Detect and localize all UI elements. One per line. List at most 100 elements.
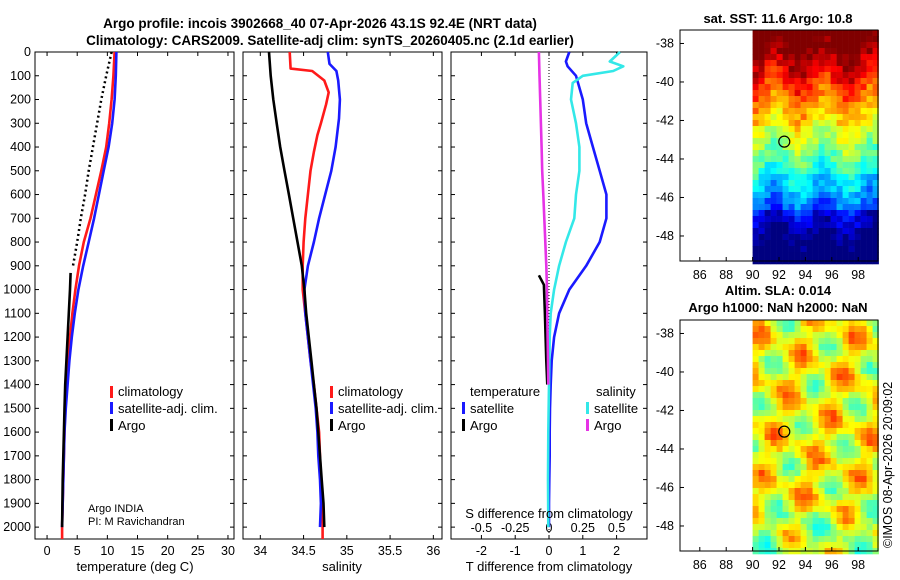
map-cell [794, 398, 801, 405]
map-cell [806, 362, 813, 369]
map-cell [818, 138, 825, 145]
map-cell [836, 416, 843, 423]
map-cell [794, 96, 801, 103]
map-cell [794, 42, 801, 49]
map-cell [782, 374, 789, 381]
map-cell [848, 204, 855, 211]
map-cell [794, 156, 801, 163]
map-cell [818, 398, 825, 405]
map-cell [782, 30, 789, 37]
map-cell [836, 216, 843, 223]
map-cell [776, 240, 783, 247]
map-cell [800, 42, 807, 49]
map-cell [806, 374, 813, 381]
map-cell [860, 234, 867, 241]
map-cell [812, 180, 819, 187]
map-cell [752, 338, 759, 345]
map-cell [770, 210, 777, 217]
map-cell [794, 446, 801, 453]
map-cell [776, 428, 783, 435]
map-cell [776, 470, 783, 477]
map-cell [782, 512, 789, 519]
map-cell [752, 228, 759, 235]
x-tick-label: 0 [546, 544, 553, 558]
map-cell [842, 144, 849, 151]
map-cell [812, 60, 819, 67]
map-cell [854, 66, 861, 73]
map-cell [866, 524, 873, 531]
map-cell [752, 156, 759, 163]
map-cell [752, 500, 759, 507]
map-cell [776, 42, 783, 49]
map-cell [848, 536, 855, 543]
map-cell [794, 434, 801, 441]
map-cell [854, 204, 861, 211]
map-cell [860, 446, 867, 453]
map-cell [788, 72, 795, 79]
map-cell [854, 488, 861, 495]
map-cell [860, 338, 867, 345]
map-cell [806, 410, 813, 417]
map-cell [770, 138, 777, 145]
map-cell [764, 500, 771, 507]
map-cell [800, 108, 807, 115]
map-cell [824, 60, 831, 67]
map-cell [824, 398, 831, 405]
map-cell [752, 72, 759, 79]
map-cell [794, 416, 801, 423]
map-cell [788, 536, 795, 543]
map-x-tick-label: 94 [798, 268, 812, 282]
map-cell [836, 386, 843, 393]
map-cell [860, 144, 867, 151]
map-cell [848, 198, 855, 205]
map-cell [782, 428, 789, 435]
map-cell [818, 434, 825, 441]
map-cell [770, 488, 777, 495]
map-cell [854, 434, 861, 441]
map-cell [764, 150, 771, 157]
map-cell [806, 536, 813, 543]
map-cell [872, 66, 879, 73]
map-x-tick-label: 98 [851, 268, 865, 282]
map-cell [758, 332, 765, 339]
map-cell [830, 186, 837, 193]
map-cell [824, 326, 831, 333]
map-cell [818, 344, 825, 351]
map-cell [800, 428, 807, 435]
map-cell [830, 458, 837, 465]
map-cell [770, 506, 777, 513]
map-cell [788, 344, 795, 351]
map-cell [764, 72, 771, 79]
map-cell [830, 482, 837, 489]
map-cell [812, 428, 819, 435]
series-line-argo-dotted [71, 51, 113, 267]
map-cell [806, 102, 813, 109]
map-cell [872, 90, 879, 97]
map-cell [788, 482, 795, 489]
map-y-tick-label: -42 [656, 113, 674, 127]
map-cell [872, 344, 879, 351]
map-cell [800, 506, 807, 513]
map-cell [812, 392, 819, 399]
map-cell [824, 90, 831, 97]
map-cell [818, 228, 825, 235]
map-cell [788, 126, 795, 133]
map-cell [770, 198, 777, 205]
map-cell [806, 416, 813, 423]
map-cell [788, 374, 795, 381]
map-cell [764, 482, 771, 489]
map-cell [836, 48, 843, 55]
map-cell [836, 138, 843, 145]
map-cell [800, 48, 807, 55]
map-cell [818, 204, 825, 211]
map-cell [824, 66, 831, 73]
map-cell [794, 234, 801, 241]
map-cell [764, 132, 771, 139]
map-cell [830, 138, 837, 145]
map-cell [806, 222, 813, 229]
map-cell [812, 410, 819, 417]
map-cell [836, 156, 843, 163]
map-cell [848, 476, 855, 483]
x-tick-label: 10 [100, 544, 114, 558]
map-cell [770, 150, 777, 157]
